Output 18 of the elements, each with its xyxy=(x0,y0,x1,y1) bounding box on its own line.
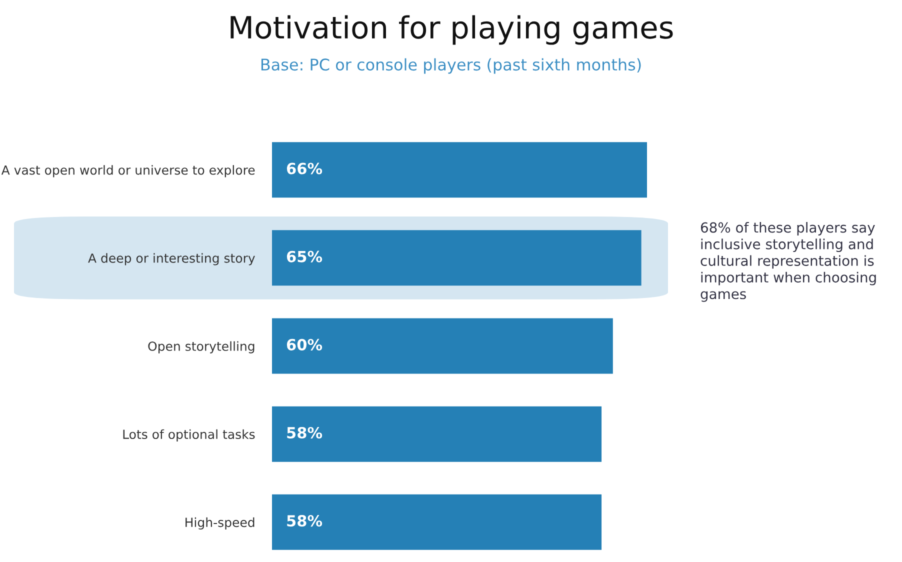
y-tick-label: High-speed xyxy=(186,517,254,530)
y-tick-label: A deep or interesting story xyxy=(88,253,255,266)
data-label: 58% xyxy=(287,515,322,527)
chart-subtitle: Base: PC or console players (past sixth months) xyxy=(261,58,641,74)
text: 68% of these players say inclusive storytelling and cultural representation is important when choosing games xyxy=(700,222,876,302)
data-label: 60% xyxy=(286,338,322,350)
data-label: 58% xyxy=(287,426,322,439)
data-label: 65% xyxy=(286,250,322,262)
y-tick-label: Lots of optional tasks xyxy=(123,429,255,442)
y-tick-label: A vast open world or universe to explore xyxy=(1,165,255,178)
bar xyxy=(272,142,647,198)
bar xyxy=(272,494,602,550)
y-tick-label: Open storytelling xyxy=(148,341,254,354)
chart-title: Motivation for playing games xyxy=(230,15,673,45)
bar xyxy=(272,318,613,374)
bar xyxy=(272,230,642,286)
bar xyxy=(272,406,602,462)
data-label: 66% xyxy=(286,162,322,174)
